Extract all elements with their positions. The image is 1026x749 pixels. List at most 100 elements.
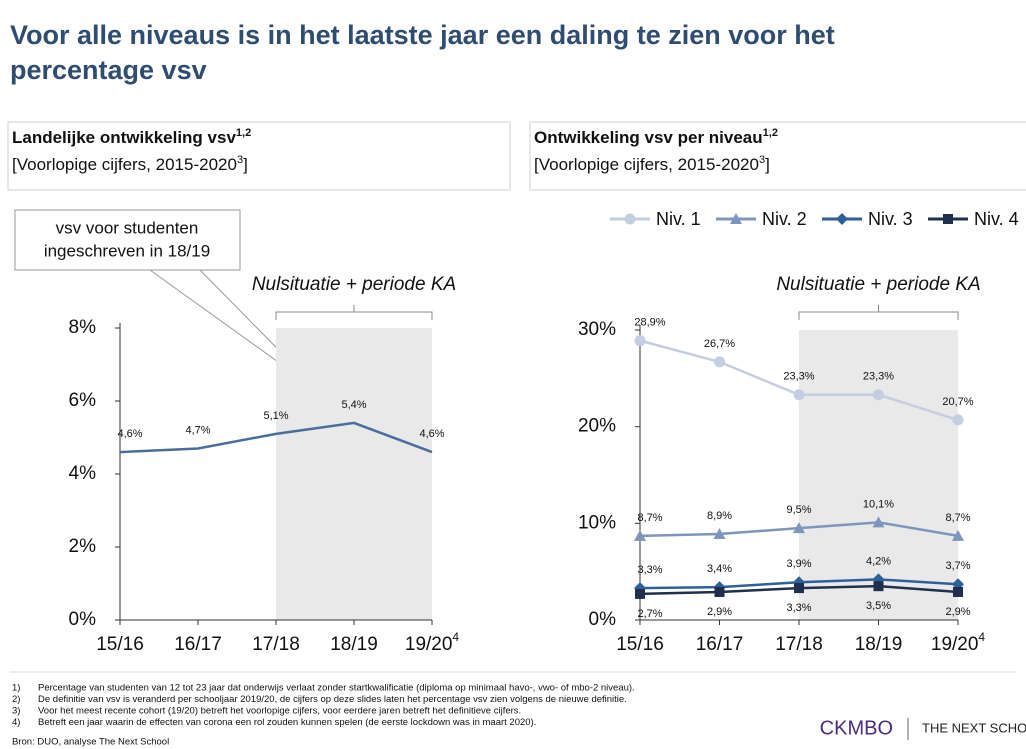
point bbox=[952, 414, 964, 426]
x-tick-text: 19/20 bbox=[405, 634, 453, 655]
chart-title-text: Ontwikkeling vsv per niveau bbox=[534, 128, 763, 147]
logo: CKMBO bbox=[820, 717, 893, 739]
point bbox=[634, 529, 646, 541]
x-tick-text: 16/17 bbox=[696, 634, 744, 655]
point bbox=[793, 522, 805, 534]
y-tick-label: 4% bbox=[69, 463, 97, 484]
logo: THE NEXT SCHOOL bbox=[922, 720, 1026, 735]
data-label: 3,7% bbox=[945, 560, 970, 572]
header-box bbox=[7, 121, 511, 191]
y-tick-label: 8% bbox=[69, 317, 97, 338]
data-label: 28,9% bbox=[634, 317, 665, 329]
shaded-period bbox=[799, 330, 958, 620]
series-line bbox=[119, 421, 433, 454]
x-tick-text: 18/19 bbox=[330, 634, 378, 655]
footnote-text: Percentage van studenten van 12 tot 23 j… bbox=[38, 683, 635, 694]
x-tick-label: 17/18 bbox=[775, 634, 823, 655]
slide-title: Voor alle niveaus is in het laatste jaar… bbox=[10, 20, 835, 50]
slide-title: percentage vsv bbox=[10, 55, 207, 85]
data-label: 3,5% bbox=[866, 600, 891, 612]
data-label: 2,7% bbox=[637, 608, 662, 620]
superscript: 4 bbox=[978, 630, 985, 644]
superscript: 3 bbox=[237, 154, 243, 166]
data-label: 2,9% bbox=[945, 606, 970, 618]
x-tick-label: 18/19 bbox=[330, 634, 378, 655]
point bbox=[872, 516, 885, 528]
point bbox=[713, 527, 726, 539]
x-tick-label: 19/204 bbox=[405, 630, 460, 655]
shade-label: Nulsituatie + periode KA bbox=[252, 274, 456, 295]
source: Bron: DUO, analyse The Next School bbox=[12, 737, 169, 748]
footnote-number: 1) bbox=[12, 683, 20, 694]
data-label: 8,7% bbox=[945, 512, 970, 524]
point bbox=[836, 213, 848, 225]
x-tick-label: 15/16 bbox=[96, 634, 144, 655]
chart-title-text: Landelijke ontwikkeling vsv bbox=[12, 128, 236, 147]
chart-subtitle: [Voorlopige cijfers, 2015-20203] bbox=[534, 154, 770, 175]
x-tick-label: 16/17 bbox=[174, 634, 222, 655]
y-tick-label: 0% bbox=[589, 609, 617, 630]
data-label: 20,7% bbox=[942, 396, 973, 408]
data-label: 9,5% bbox=[786, 504, 811, 516]
annotation: ingeschreven in 18/19 bbox=[44, 241, 210, 260]
superscript: 1,2 bbox=[236, 127, 251, 139]
data-label: 5,4% bbox=[341, 399, 366, 411]
point bbox=[793, 389, 805, 401]
y-tick-label: 0% bbox=[69, 609, 97, 630]
chart-subtitle-text: ] bbox=[765, 155, 770, 174]
data-label: 3,4% bbox=[707, 563, 732, 575]
x-tick-text: 19/20 bbox=[931, 634, 979, 655]
callout-box bbox=[14, 209, 241, 271]
annotation: vsv voor studenten bbox=[56, 218, 199, 237]
footnote-number: 3) bbox=[12, 706, 20, 717]
superscript: 3 bbox=[759, 154, 765, 166]
data-label: 3,9% bbox=[786, 558, 811, 570]
y-tick-label: 10% bbox=[578, 512, 616, 533]
point bbox=[873, 389, 884, 401]
footnote-text: Betreft een jaar waarin de effecten van … bbox=[38, 717, 536, 728]
point bbox=[635, 588, 645, 599]
data-label: 3,3% bbox=[637, 564, 662, 576]
data-label: 23,3% bbox=[863, 371, 894, 383]
bracket bbox=[798, 305, 959, 320]
footnote-number: 2) bbox=[12, 694, 20, 705]
point bbox=[730, 213, 742, 224]
y-tick-label: 20% bbox=[578, 416, 616, 437]
chart-subtitle-text: [Voorlopige cijfers, 2015-2020 bbox=[12, 155, 237, 174]
bracket bbox=[275, 305, 433, 320]
chart-title: Landelijke ontwikkeling vsv1,2 bbox=[12, 127, 251, 148]
point bbox=[794, 583, 804, 594]
data-label: 3,3% bbox=[786, 602, 811, 614]
point bbox=[624, 213, 636, 225]
y-tick-label: 6% bbox=[69, 390, 97, 411]
point bbox=[953, 586, 963, 597]
x-tick-text: 18/19 bbox=[855, 634, 903, 655]
data-label: 4,6% bbox=[117, 428, 142, 440]
x-tick-text: 16/17 bbox=[174, 634, 222, 655]
data-label: 8,9% bbox=[707, 510, 732, 522]
x-tick-text: 15/16 bbox=[616, 634, 664, 655]
chart-title: Ontwikkeling vsv per niveau1,2 bbox=[534, 127, 778, 148]
shade-label: Nulsituatie + periode KA bbox=[776, 274, 980, 295]
point bbox=[943, 214, 953, 224]
footnote-text: Voor het meest recente cohort (19/20) be… bbox=[38, 706, 521, 717]
data-label: 2,9% bbox=[707, 606, 732, 618]
x-tick-label: 15/16 bbox=[616, 634, 664, 655]
point bbox=[952, 529, 964, 541]
chart-subtitle-text: [Voorlopige cijfers, 2015-2020 bbox=[534, 155, 759, 174]
data-label: 5,1% bbox=[263, 410, 288, 422]
footnote-text: De definitie van vsv is veranderd per sc… bbox=[38, 694, 627, 705]
header-box bbox=[529, 121, 1026, 191]
y-tick-label: 30% bbox=[578, 319, 616, 340]
data-label: 10,1% bbox=[863, 498, 894, 510]
legend-label: Niv. 3 bbox=[868, 209, 913, 229]
legend-label: Niv. 4 bbox=[974, 209, 1019, 229]
data-label: 4,2% bbox=[866, 555, 891, 567]
data-label: 4,7% bbox=[185, 424, 210, 436]
superscript: 1,2 bbox=[763, 127, 778, 139]
footnote-number: 4) bbox=[12, 717, 20, 728]
x-tick-label: 17/18 bbox=[252, 634, 300, 655]
x-tick-label: 16/17 bbox=[696, 634, 744, 655]
point bbox=[634, 335, 646, 347]
